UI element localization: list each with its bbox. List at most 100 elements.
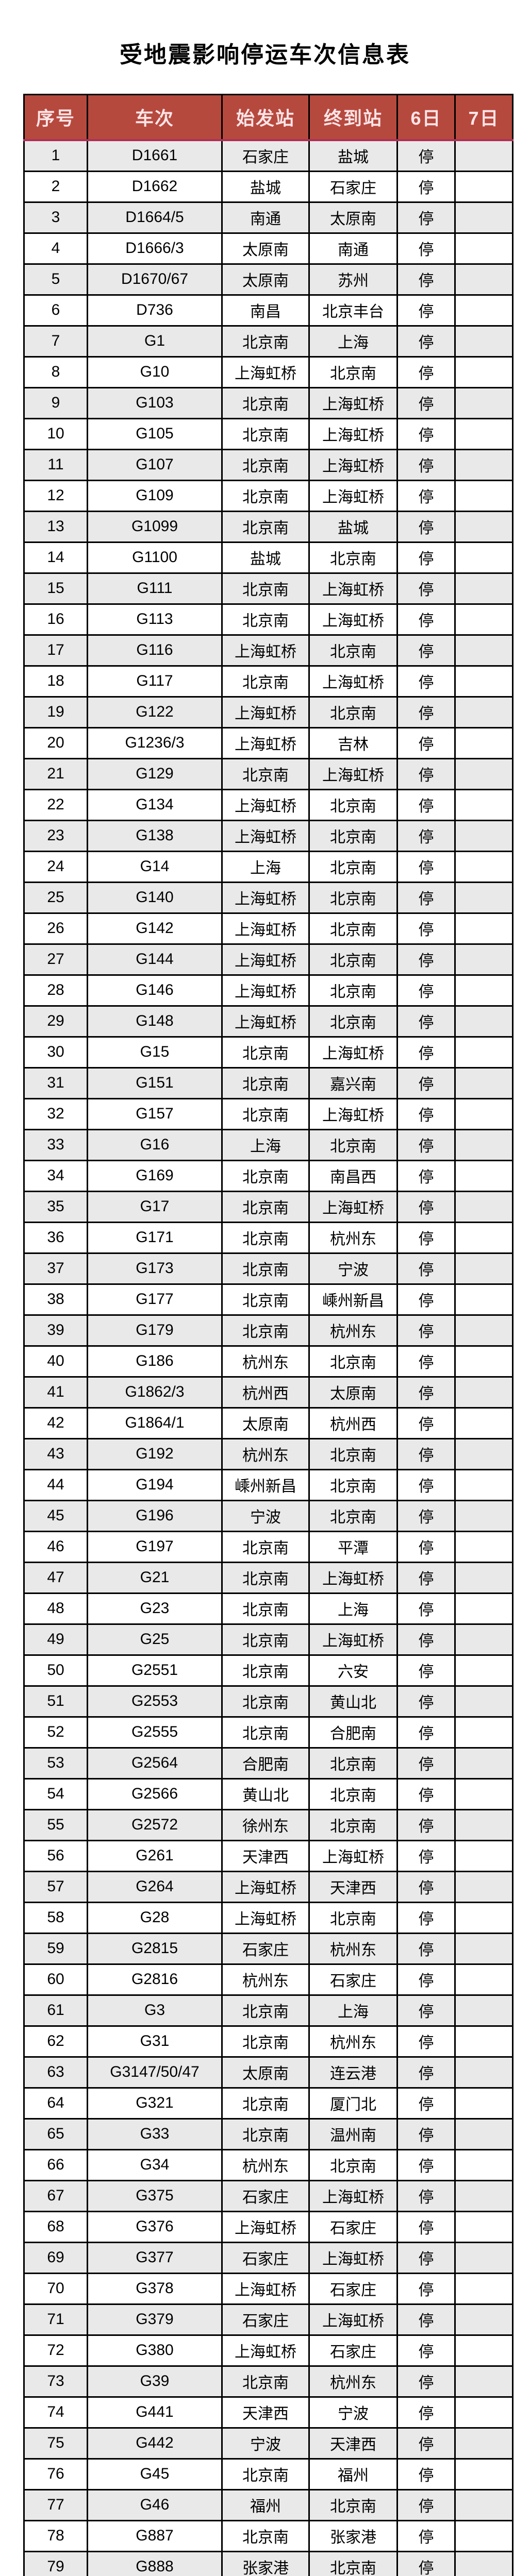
cell-origin-station: 北京南 [221,1994,310,2027]
cell-day7-status [454,294,514,327]
cell-origin-station: 北京南 [221,1530,310,1563]
cell-origin-station: 石家庄 [221,1932,310,1965]
cell-day6-status: 停 [396,1159,456,1192]
cell-destination-station: 北京南 [308,1437,398,1470]
cell-day6-status: 停 [396,2117,456,2150]
cell-train-number: G186 [87,1345,223,1378]
cell-train-number: G134 [87,788,223,821]
cell-train-number: G1099 [87,510,223,543]
table-row: 41 G1862/3 杭州西 太原南停 [23,1376,514,1409]
cell-destination-station: 杭州东 [308,2365,398,2398]
table-row: 12 G109 北京南 上海虹桥停 [23,479,514,512]
cell-day6-status: 停 [396,2303,456,2336]
cell-train-number: G129 [87,757,223,790]
cell-destination-station: 苏州 [308,263,398,296]
cell-day7-status [454,355,514,388]
table-row: 14 G1100 盐城 北京南停 [23,541,514,574]
cell-day7-status [454,139,514,172]
page-title: 受地震影响停运车次信息表 [120,42,410,67]
cell-index: 19 [23,696,88,728]
cell-day7-status [454,2148,514,2181]
cell-origin-station: 上海虹桥 [221,634,310,667]
cell-train-number: G196 [87,1499,223,1532]
cell-train-number: G2553 [87,1685,223,1718]
cell-train-number: G441 [87,2396,223,2429]
cell-origin-station: 上海虹桥 [221,819,310,852]
cell-day6-status: 停 [396,2148,456,2181]
cell-day7-status [454,1839,514,1872]
cell-index: 12 [23,479,88,512]
cell-train-number: G113 [87,603,223,636]
cell-index: 47 [23,1561,88,1594]
cell-day6-status: 停 [396,1437,456,1470]
cell-day7-status [454,1716,514,1749]
col-header-destination: 终到站 [308,93,398,141]
cell-origin-station: 福州 [221,2488,310,2521]
cell-day6-status: 停 [396,2241,456,2274]
cell-origin-station: 北京南 [221,757,310,790]
cell-destination-station: 北京南 [308,2488,398,2521]
cell-origin-station: 杭州东 [221,1437,310,1470]
cell-day6-status: 停 [396,1252,456,1285]
cell-day6-status: 停 [396,757,456,790]
cell-index: 14 [23,541,88,574]
cell-index: 48 [23,1592,88,1625]
cell-origin-station: 上海虹桥 [221,2210,310,2243]
cell-day6-status: 停 [396,2087,456,2120]
cell-origin-station: 杭州东 [221,1963,310,1996]
cell-day6-status: 停 [396,232,456,265]
cell-destination-station: 平潭 [308,1530,398,1563]
cell-day6-status: 停 [396,2519,456,2552]
cell-index: 75 [23,2427,88,2460]
cell-origin-station: 张家港 [221,2550,310,2576]
cell-destination-station: 北京南 [308,696,398,728]
cell-destination-station: 北京南 [308,1005,398,1038]
cell-destination-station: 石家庄 [308,1963,398,1996]
cell-day7-status [454,2334,514,2367]
cell-day7-status [454,943,514,976]
cell-day6-status: 停 [396,1963,456,1996]
cell-day7-status [454,510,514,543]
cell-index: 34 [23,1159,88,1192]
cell-day7-status [454,1128,514,1161]
cell-day6-status: 停 [396,2025,456,2058]
cell-destination-station: 北京南 [308,912,398,945]
cell-day7-status [454,1190,514,1223]
cell-origin-station: 北京南 [221,2365,310,2398]
cell-day6-status: 停 [396,1283,456,1316]
cell-day7-status [454,1314,514,1347]
table-row: 47 G21 北京南 上海虹桥停 [23,1561,514,1594]
cell-destination-station: 上海虹桥 [308,479,398,512]
cell-origin-station: 上海虹桥 [221,2272,310,2305]
cell-index: 76 [23,2458,88,2490]
cell-day7-status [454,1437,514,1470]
cell-day6-status: 停 [396,1592,456,1625]
table-row: 61 G3 北京南 上海停 [23,1994,514,2027]
cell-origin-station: 上海虹桥 [221,912,310,945]
cell-index: 43 [23,1437,88,1470]
cell-train-number: D1664/5 [87,201,223,234]
cell-index: 61 [23,1994,88,2027]
cell-index: 58 [23,1901,88,1934]
cell-index: 23 [23,819,88,852]
cell-day7-status [454,2396,514,2429]
table-row: 75 G442 宁波 天津西停 [23,2427,514,2460]
cell-day6-status: 停 [396,1468,456,1501]
cell-origin-station: 北京南 [221,1252,310,1285]
train-table-body: 1 D1661 石家庄 盐城停 2 D1662 盐城 石家庄停 3 D1664/5 南通 太原南停 4 D… [23,139,514,2576]
cell-index: 40 [23,1345,88,1378]
cell-day7-status [454,1221,514,1254]
table-row: 19 G122 上海虹桥 北京南停 [23,696,514,728]
cell-destination-station: 杭州东 [308,1314,398,1347]
cell-destination-station: 张家港 [308,2519,398,2552]
cell-index: 39 [23,1314,88,1347]
cell-index: 60 [23,1963,88,1996]
cell-destination-station: 石家庄 [308,2272,398,2305]
cell-destination-station: 天津西 [308,1870,398,1903]
cell-index: 45 [23,1499,88,1532]
cell-destination-station: 杭州东 [308,2025,398,2058]
cell-train-number: D736 [87,294,223,327]
cell-train-number: G192 [87,1437,223,1470]
table-row: 58 G28 上海虹桥 北京南停 [23,1901,514,1934]
cell-destination-station: 上海 [308,325,398,358]
